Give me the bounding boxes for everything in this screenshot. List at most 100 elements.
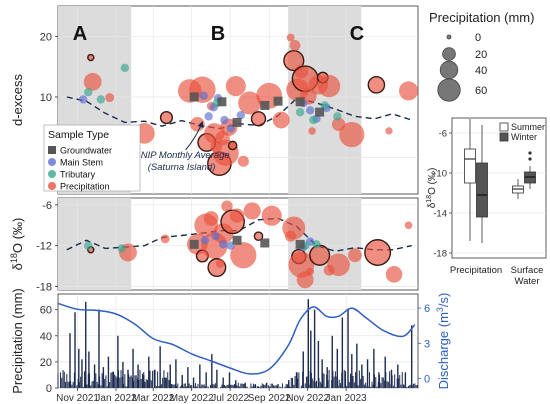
precip-bar	[276, 385, 278, 388]
point-tributary	[84, 87, 93, 97]
point-precipitation	[385, 266, 403, 283]
precip-bar	[183, 383, 185, 388]
precip-bar	[187, 367, 189, 388]
precip-bar	[361, 370, 363, 388]
precip-bar	[138, 379, 140, 388]
precip-bar	[390, 384, 392, 388]
precip-bar	[228, 372, 231, 388]
precip-bar	[351, 354, 353, 388]
precip-bar	[134, 375, 136, 388]
precip-bar	[366, 359, 369, 388]
size-legend-label: 40	[475, 65, 487, 77]
point-groundwater	[189, 92, 199, 102]
precip-bar	[85, 376, 87, 388]
y-tick-label: -6	[42, 200, 52, 212]
precip-bar	[386, 381, 388, 388]
point-precipitation	[105, 93, 115, 103]
point-precipitation	[221, 200, 233, 212]
precip-bar	[302, 371, 304, 388]
precip-bar	[235, 380, 237, 388]
precip-bar	[302, 351, 304, 388]
annotation-arrowhead	[197, 121, 204, 128]
precip-bar	[163, 370, 165, 388]
point-main-stem	[79, 95, 88, 104]
precip-bar	[124, 374, 126, 388]
precip-bar	[390, 369, 393, 388]
precip-bar	[68, 381, 70, 388]
precip-bar	[321, 383, 323, 388]
legend-title: Sample Type	[48, 129, 109, 141]
precip-bar	[401, 372, 403, 388]
precip-bar	[298, 372, 300, 388]
precip-bar	[118, 370, 120, 388]
precip-bar	[177, 383, 179, 388]
x-tick-label: Jan 2022	[95, 393, 137, 404]
precip-bar	[197, 383, 199, 388]
point-groundwater	[273, 96, 283, 106]
precip-bar	[358, 370, 360, 388]
precip-bar	[130, 375, 132, 388]
point-tributary	[96, 95, 106, 104]
point-precipitation	[238, 91, 262, 115]
precip-bar	[275, 385, 277, 388]
legend-swatch	[48, 170, 56, 178]
precip-bar	[226, 385, 228, 388]
boxplot-y-ticks: -6 -10 -14 -18	[433, 129, 452, 260]
point-precipitation	[367, 76, 386, 94]
season-label-C: C	[350, 23, 364, 45]
point-tributary	[84, 241, 93, 250]
precip-bar	[285, 383, 287, 388]
precip-bar	[397, 364, 399, 388]
point-precipitation	[348, 248, 362, 263]
precip-bar	[395, 387, 397, 388]
precip-bar	[375, 377, 377, 388]
box-legend-label: Summer	[511, 122, 545, 132]
precip-bar	[106, 386, 108, 388]
precip-bar	[384, 380, 386, 388]
precip-bar	[244, 382, 246, 388]
box-legend-swatch	[499, 122, 509, 132]
precip-bar	[337, 385, 339, 388]
precip-bar	[397, 378, 399, 388]
precip-bar	[181, 374, 183, 388]
point-main-stem	[204, 112, 213, 121]
precip-bar	[191, 385, 193, 388]
precip-bar	[81, 359, 83, 388]
precip-bar	[321, 359, 323, 388]
precip-bar	[60, 372, 62, 388]
precip-bar	[107, 385, 109, 388]
precip-bar	[207, 386, 209, 388]
point-precipitation	[87, 53, 95, 62]
point-precipitation	[229, 208, 245, 223]
precip-bar	[69, 333, 71, 388]
precip-bar	[384, 356, 386, 388]
precip-bar	[168, 380, 170, 388]
precip-bar	[242, 383, 244, 388]
precip-bar	[227, 384, 229, 388]
precip-bar	[328, 369, 330, 388]
precip-bar	[117, 335, 119, 388]
box-y-tick-label: -6	[439, 129, 447, 140]
precip-bar	[101, 373, 103, 388]
precip-bar	[136, 378, 138, 388]
point-precipitation	[308, 127, 316, 135]
precip-bar	[145, 379, 147, 388]
precip-bar	[126, 386, 128, 388]
y-tick-label: 20	[40, 31, 52, 43]
precip-bar	[78, 382, 80, 388]
precip-bar	[293, 384, 295, 388]
d-excess-y-axis-label: d-excess	[10, 73, 25, 126]
precip-bar	[187, 386, 189, 388]
y-tick-label: 0	[46, 383, 52, 395]
precip-bar	[128, 373, 130, 388]
precip-bar	[351, 377, 353, 388]
precip-bar	[270, 383, 272, 388]
precip-bar	[87, 374, 89, 388]
precip-bar	[95, 373, 97, 388]
precip-bar	[120, 370, 122, 388]
precip-bar	[116, 377, 118, 388]
annotation-line: (Saturna Island)	[148, 162, 216, 173]
precip-bar	[363, 384, 365, 388]
discharge-curve	[57, 302, 416, 375]
